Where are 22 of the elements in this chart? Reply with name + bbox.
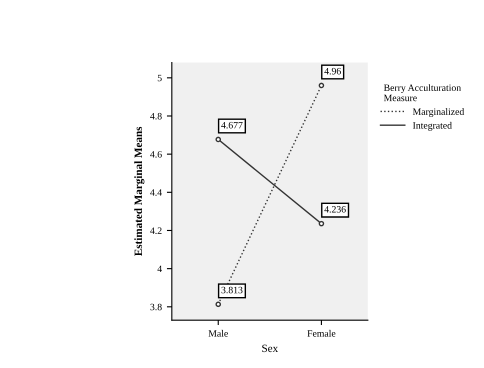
data-label: 3.813 xyxy=(221,286,243,294)
x-tick-label: Female xyxy=(307,330,336,337)
point xyxy=(318,82,324,88)
legend-label: Marginalized xyxy=(412,108,464,117)
y-axis-title: Estimated Marginal Means xyxy=(134,126,144,256)
x-tick-label: Male xyxy=(208,330,228,337)
x-axis-title: Sex xyxy=(262,344,278,352)
y-tick-label: 4.4 xyxy=(150,189,162,196)
point xyxy=(318,220,324,226)
y-tick-label: 4.6 xyxy=(150,151,162,158)
data-label: 4.236 xyxy=(324,206,346,213)
point xyxy=(215,136,222,142)
y-tick-label: 4 xyxy=(157,266,162,272)
y-tick-label: 5 xyxy=(158,74,162,82)
legend-label: Integrated xyxy=(412,122,452,131)
legend-title: Berry Acculturation Measure xyxy=(384,84,461,102)
y-tick-label: 3.8 xyxy=(150,304,162,310)
point xyxy=(215,302,222,308)
data-label: 4.96 xyxy=(324,68,341,74)
data-label: 4.677 xyxy=(221,122,243,128)
y-tick-label: 4.2 xyxy=(150,227,162,234)
y-tick-label: 4.8 xyxy=(150,112,162,120)
